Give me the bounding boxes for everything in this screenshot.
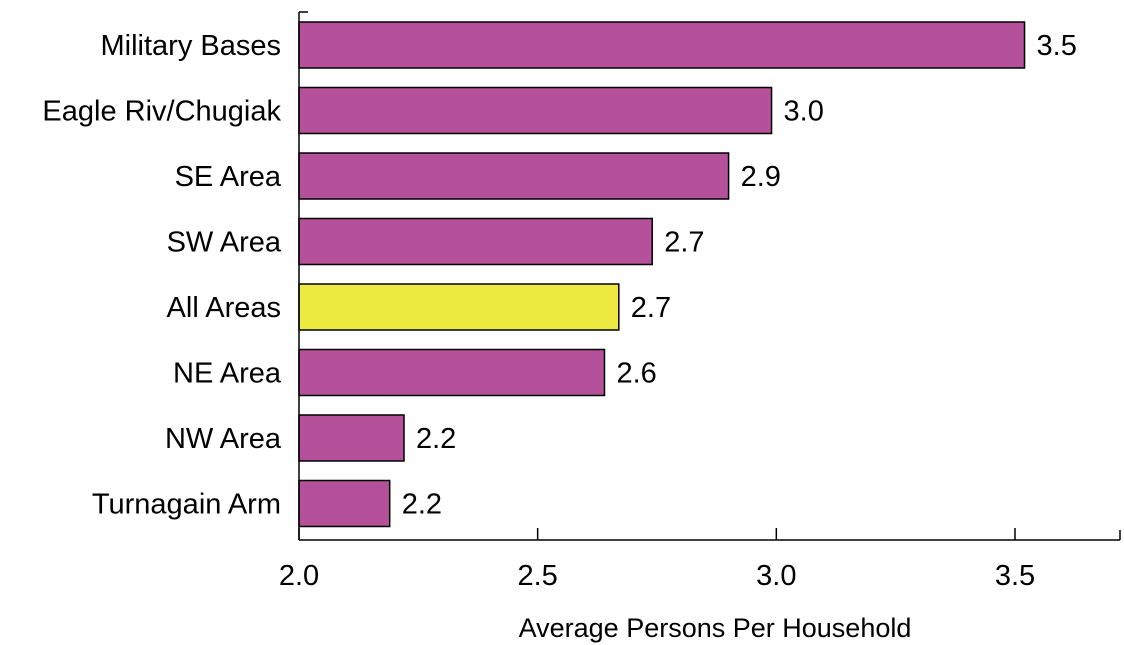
category-label-sw-area: SW Area: [167, 227, 282, 259]
x-tick-label: 3.0: [756, 560, 796, 592]
value-label-se-area: 2.9: [741, 161, 781, 193]
value-labels: 3.5 3.0 2.9 2.7 2.7 2.6 2.2 2.2: [402, 30, 1077, 521]
bar-nw-area: [298, 414, 405, 462]
category-label-turnagain-arm: Turnagain Arm: [92, 489, 281, 521]
x-tick-label: 2.5: [517, 560, 557, 592]
bar-se-area: [298, 152, 730, 200]
bar-sw-area: [298, 217, 653, 266]
bar-turnagain-arm: [298, 479, 391, 528]
x-axis-title: Average Persons Per Household: [519, 613, 912, 643]
bars: [298, 21, 1026, 528]
x-tick-label: 2.0: [279, 560, 319, 592]
value-label-eagle-riv-chugiak: 3.0: [784, 96, 824, 128]
value-label-turnagain-arm: 2.2: [402, 489, 442, 521]
category-labels: Military Bases Eagle Riv/Chugiak SE Area SW…: [42, 30, 281, 521]
value-label-sw-area: 2.7: [664, 227, 704, 259]
bar-ne-area: [298, 348, 606, 397]
category-label-military-bases: Military Bases: [101, 30, 282, 62]
category-label-eagle-riv-chugiak: Eagle Riv/Chugiak: [42, 96, 281, 128]
bar-military-bases: [298, 21, 1026, 69]
category-label-nw-area: NW Area: [165, 423, 282, 455]
bar-all-areas: [298, 283, 620, 331]
bar-eagle-riv-chugiak: [298, 86, 773, 135]
category-label-ne-area: NE Area: [173, 358, 282, 390]
value-label-ne-area: 2.6: [616, 358, 656, 390]
category-label-all-areas: All Areas: [167, 292, 281, 324]
value-label-military-bases: 3.5: [1037, 30, 1077, 62]
x-axis: 2.0 2.5 3.0 3.5: [279, 11, 1121, 592]
x-tick-label: 3.5: [995, 560, 1035, 592]
value-label-nw-area: 2.2: [416, 423, 456, 455]
category-label-se-area: SE Area: [175, 161, 282, 193]
value-label-all-areas: 2.7: [631, 292, 671, 324]
